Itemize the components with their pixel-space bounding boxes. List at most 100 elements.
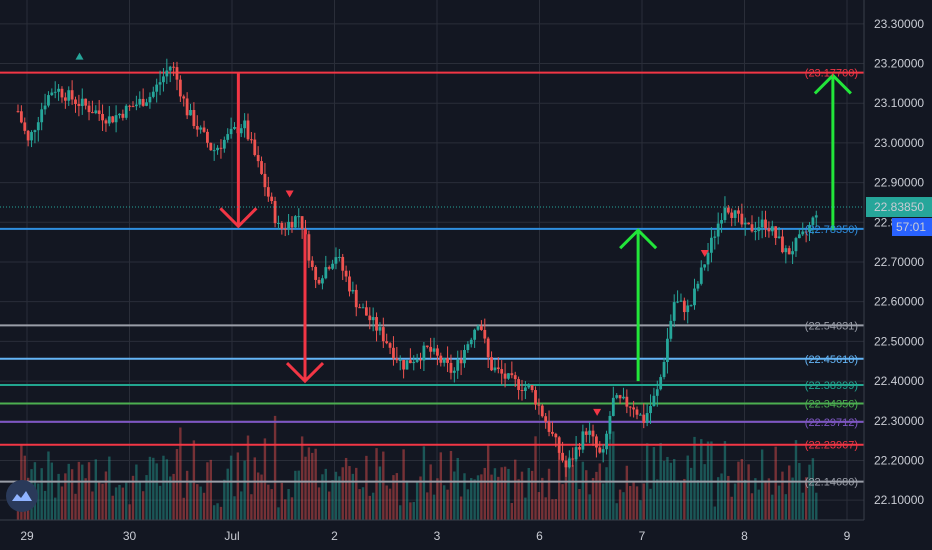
candle-body xyxy=(618,395,622,399)
candle-body xyxy=(743,222,747,225)
y-tick-label: 22.30000 xyxy=(874,414,924,428)
volume-bar xyxy=(514,459,517,520)
candle-body xyxy=(202,127,206,132)
candle-body xyxy=(67,90,71,101)
y-tick-label: 22.60000 xyxy=(874,295,924,309)
tradingview-logo[interactable] xyxy=(6,480,38,512)
volume-bar xyxy=(169,476,172,520)
candle-body xyxy=(331,263,334,269)
candle-body xyxy=(168,66,172,71)
volume-bar xyxy=(676,480,679,520)
volume-bar xyxy=(104,471,108,520)
time-axis[interactable]: 29 30 Jul 2 3 6 7 8 9 xyxy=(20,529,850,543)
volume-bar xyxy=(138,481,141,520)
volume-bar xyxy=(700,439,703,520)
candle-body xyxy=(523,387,527,392)
candle-body xyxy=(452,370,456,373)
volume-bar xyxy=(815,492,818,520)
volume-bar xyxy=(277,507,280,520)
volume-bar xyxy=(804,477,808,520)
volume-bar xyxy=(60,486,64,520)
candle-body xyxy=(564,460,568,468)
candle-body xyxy=(571,458,575,460)
volume-bar xyxy=(64,473,67,520)
candle-body xyxy=(503,373,507,379)
candle-body xyxy=(243,120,247,129)
candle-body xyxy=(337,256,341,258)
candle-body xyxy=(591,430,595,437)
candle-body xyxy=(425,345,429,347)
candle-body xyxy=(128,105,132,107)
volume-bar xyxy=(673,459,676,520)
volume-bar xyxy=(764,480,767,520)
volume-bar xyxy=(639,500,642,520)
candle-body xyxy=(723,207,727,221)
volume-bar xyxy=(649,488,652,520)
candle-body xyxy=(229,128,233,135)
volume-bar xyxy=(510,503,514,520)
sell-marker xyxy=(700,250,709,258)
candle-body xyxy=(26,130,30,141)
candle-body xyxy=(341,256,345,271)
volume-bar xyxy=(300,436,304,520)
countdown-tag xyxy=(892,218,932,237)
candle-body xyxy=(307,234,311,261)
volume-bar xyxy=(226,468,229,520)
volume-bar xyxy=(459,496,463,520)
candle-body xyxy=(513,375,517,380)
volume-bar xyxy=(87,462,91,520)
candle-body xyxy=(310,260,314,267)
candle-body xyxy=(439,355,443,363)
candle-body xyxy=(364,307,368,316)
volume-bar xyxy=(162,455,165,520)
candle-body xyxy=(395,358,399,361)
candle-body xyxy=(520,390,524,392)
volume-bar xyxy=(152,457,155,520)
volume-bar xyxy=(595,471,598,520)
volume-bar xyxy=(656,479,659,520)
candle-body xyxy=(666,338,669,362)
volume-bar xyxy=(635,486,639,520)
volume-bar xyxy=(574,448,578,520)
volume-bar xyxy=(750,493,754,520)
candle-body xyxy=(534,390,537,405)
candle-body xyxy=(87,105,91,113)
level-label: (22.14680) xyxy=(805,477,858,489)
candle-body xyxy=(172,66,175,68)
candle-body xyxy=(483,329,487,339)
candle-body xyxy=(317,279,321,284)
y-tick-label: 22.50000 xyxy=(874,334,924,348)
volume-bar xyxy=(642,483,645,520)
candle-body xyxy=(182,96,186,99)
candle-body xyxy=(540,405,544,417)
volume-bar xyxy=(361,487,365,520)
candle-body xyxy=(615,395,619,398)
volume-bar xyxy=(629,486,632,520)
candle-body xyxy=(696,283,700,289)
candle-body xyxy=(405,360,409,370)
volume-bar xyxy=(524,497,527,520)
candle-body xyxy=(216,147,219,151)
candle-body xyxy=(97,110,101,114)
price-axis[interactable]: 22.10000 22.20000 22.30000 22.40000 22.50000… xyxy=(874,17,924,507)
volume-bar xyxy=(466,489,470,520)
volume-bar xyxy=(192,440,196,520)
candle-body xyxy=(91,112,94,114)
candle-body xyxy=(551,431,554,434)
volume-bar xyxy=(446,489,449,520)
candle-body xyxy=(493,367,497,371)
candle-body xyxy=(361,307,365,309)
candle-body xyxy=(601,449,605,453)
candle-body xyxy=(517,379,521,391)
volume-bar xyxy=(392,475,395,520)
volume-bar xyxy=(311,452,314,520)
candle-body xyxy=(277,223,280,225)
candle-body xyxy=(659,377,663,390)
volume-bar xyxy=(121,487,125,520)
candle-body xyxy=(469,339,473,345)
horizontal-levels[interactable] xyxy=(0,71,864,483)
y-tick-label: 22.40000 xyxy=(874,374,924,388)
candle-body xyxy=(192,110,196,127)
volume-bar xyxy=(520,471,524,520)
